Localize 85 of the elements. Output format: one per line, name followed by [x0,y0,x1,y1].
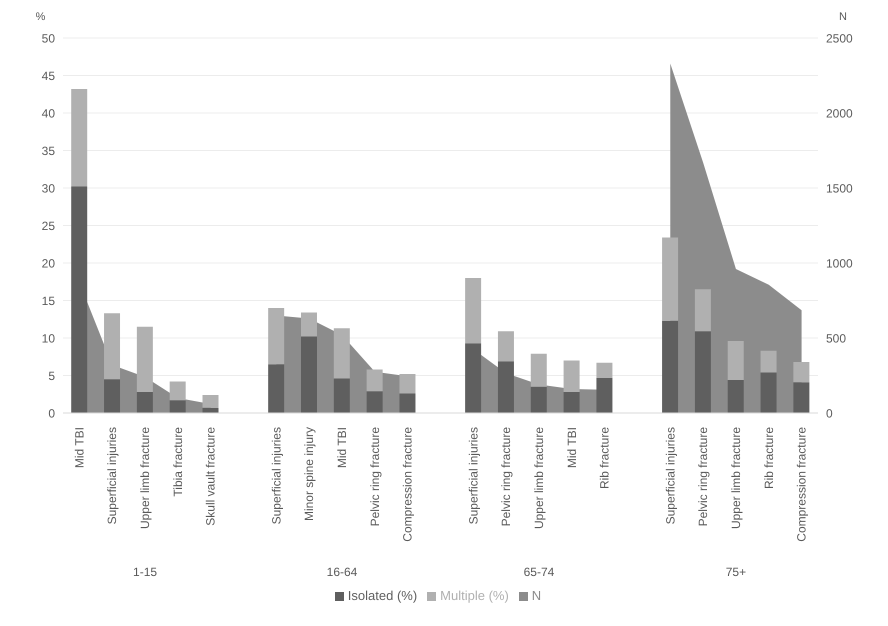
bar [694,289,711,332]
x-tick-label: Mid TBI [564,427,579,468]
bar [530,354,547,387]
y-tick-label: 40 [42,106,56,120]
y-tick-label: 35 [42,144,56,158]
bar [268,364,284,413]
bar [760,350,777,372]
x-tick-label: Rib fracture [598,426,612,490]
bar [104,313,120,380]
x-tick-label: Superficial injuries [269,427,284,524]
bar [564,360,580,392]
y2-tick-label: 0 [826,406,833,420]
bar [662,320,678,413]
x-tick-label: Mid TBI [335,427,350,468]
bar [71,186,88,413]
legend-label: Isolated (%) [348,588,418,603]
bar [399,394,416,413]
x-tick-label: Tibia fracture [170,426,185,497]
bar [399,374,416,394]
y-tick-label: 20 [42,256,56,270]
bar [334,378,350,413]
y2-tick-label: 1000 [826,256,854,270]
legend-label: Multiple (%) [440,588,509,603]
x-tick-label: Compression fracture [400,426,415,542]
bar [136,392,153,413]
x-tick-label: Pelvic ring fracture [696,426,710,526]
legend-label: N [532,588,542,603]
bar [136,326,153,392]
bar [498,331,514,362]
bar [268,308,284,364]
text: 16-64 [326,565,358,579]
y-tick-label: 15 [42,294,56,308]
y-tick-label: 10 [42,331,56,346]
y-tick-label: 5 [48,368,56,383]
x-tick-label: Upper limb fracture [728,426,743,530]
text: 65-74 [524,565,555,579]
bar [793,382,810,413]
y2-tick-label: 500 [826,331,846,346]
bar [465,343,482,413]
bar [728,341,744,380]
y2-axis-title: N [839,11,848,23]
bar [596,362,612,378]
y2-tick-label: 1500 [826,181,854,196]
x-tick-label: Superficial injuries [105,427,120,524]
bar [202,395,219,408]
text: 75+ [726,565,746,579]
x-tick-label: Mid TBI [72,427,86,468]
text: 1-15 [133,565,158,579]
bar [793,362,810,382]
x-tick-label: Superficial injuries [663,427,678,524]
bar [334,328,350,378]
y2-tick-label: 2500 [826,31,854,46]
bar [662,238,678,321]
bar [760,372,777,413]
x-tick-label: Compression fracture [794,426,809,542]
x-tick-label: Minor spine injury [302,427,316,522]
y-tick-label: 0 [48,406,56,420]
x-tick-label: Skull vault fracture [204,426,218,526]
bar [366,370,383,392]
bar [596,378,612,413]
x-tick-label: Pelvic ring fracture [499,426,514,526]
bar [728,380,744,413]
y-tick-label: 50 [42,31,56,46]
y-tick-label: 25 [42,218,56,233]
bar [170,400,186,413]
bar [300,312,317,336]
bar [366,391,383,413]
y-tick-label: 30 [42,181,56,196]
bar [694,331,711,413]
x-tick-label: Upper limb fracture [138,426,152,530]
bar [465,278,482,344]
bar [498,361,514,413]
x-tick-label: Pelvic ring fracture [368,426,382,526]
bar [71,89,88,186]
bar [104,379,120,413]
bar [170,382,186,400]
y-tick-label: 45 [42,68,56,83]
bar [300,336,317,413]
x-tick-label: Superficial injuries [466,427,480,524]
y2-tick-label: 2000 [826,106,854,120]
bar [530,386,547,413]
bar [564,392,580,413]
x-tick-label: Upper limb fracture [532,426,546,530]
x-tick-label: Rib fracture [762,426,776,490]
y-axis-title: % [36,11,46,23]
